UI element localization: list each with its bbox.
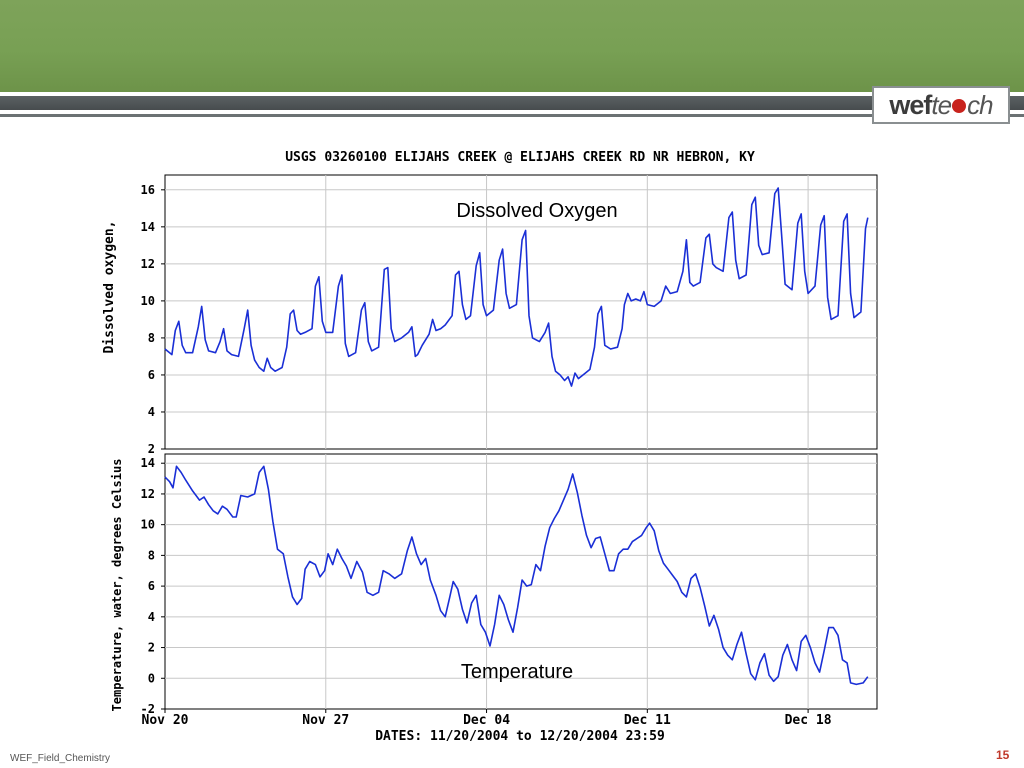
- temp-y-tick-label: 12: [141, 487, 155, 501]
- do-y-tick-label: 4: [148, 405, 155, 419]
- do-series-line: [164, 187, 869, 387]
- temp-annotation: Temperature: [461, 661, 573, 683]
- x-tick-label: Dec 11: [624, 713, 671, 728]
- do-y-tick-label: 8: [148, 331, 155, 345]
- header-stripe-thin: [0, 114, 1024, 117]
- temp-y-tick-label: 0: [148, 671, 155, 685]
- do-panel-frame: [164, 174, 878, 450]
- do-annotation: Dissolved Oxygen: [456, 200, 617, 222]
- chart-title: USGS 03260100 ELIJAHS CREEK @ ELIJAHS CR…: [285, 150, 755, 165]
- temp-y-tick-label: 10: [141, 518, 155, 532]
- temp-y-tick-label: 4: [148, 610, 155, 624]
- x-tick-label: Nov 27: [302, 713, 349, 728]
- do-y-tick-label: 2: [148, 442, 155, 456]
- do-y-tick-labels: 2 4 6 8 10 12 14 16: [141, 183, 165, 456]
- header-stripe: [0, 96, 1024, 110]
- x-tick-label: Dec 18: [785, 713, 832, 728]
- temp-series-line: [164, 465, 869, 686]
- do-y-tick-label: 6: [148, 368, 155, 382]
- do-grid: [165, 175, 877, 449]
- temp-y-tick-label: 14: [141, 456, 155, 470]
- logo-text-bold: wef: [889, 89, 932, 120]
- x-axis-label: DATES: 11/20/2004 to 12/20/2004 23:59: [375, 729, 665, 744]
- temp-y-tick-label: 2: [148, 641, 155, 655]
- do-y-tick-label: 10: [141, 294, 155, 308]
- do-y-axis-label: Dissolved oxygen,: [102, 220, 117, 353]
- temp-y-tick-label: -2: [141, 702, 155, 716]
- temp-grid: [165, 454, 877, 709]
- temp-y-tick-labels: -2 0 2 4 6 8 10 12 14: [141, 456, 165, 716]
- x-tick-label: Dec 04: [463, 713, 510, 728]
- weftech-logo: wef te ch: [872, 86, 1010, 124]
- temp-y-tick-label: 8: [148, 548, 155, 562]
- do-y-tick-label: 14: [141, 220, 155, 234]
- logo-text-italic-2: ch: [967, 89, 993, 120]
- x-tick-label: Nov 20: [142, 713, 189, 728]
- logo-text-italic-1: te: [931, 89, 952, 120]
- do-y-tick-label: 12: [141, 257, 155, 271]
- x-tick-labels: Nov 20 Nov 27 Dec 04 Dec 11 Dec 18: [142, 709, 832, 728]
- temp-y-axis-label: Temperature, water, degrees Celsius: [110, 459, 124, 712]
- footer-label: WEF_Field_Chemistry: [10, 753, 111, 764]
- apple-icon: [952, 99, 967, 113]
- do-y-tick-label: 16: [141, 183, 155, 197]
- page-number: 15: [996, 748, 1010, 762]
- top-banner: [0, 0, 1024, 92]
- temp-y-tick-label: 6: [148, 579, 155, 593]
